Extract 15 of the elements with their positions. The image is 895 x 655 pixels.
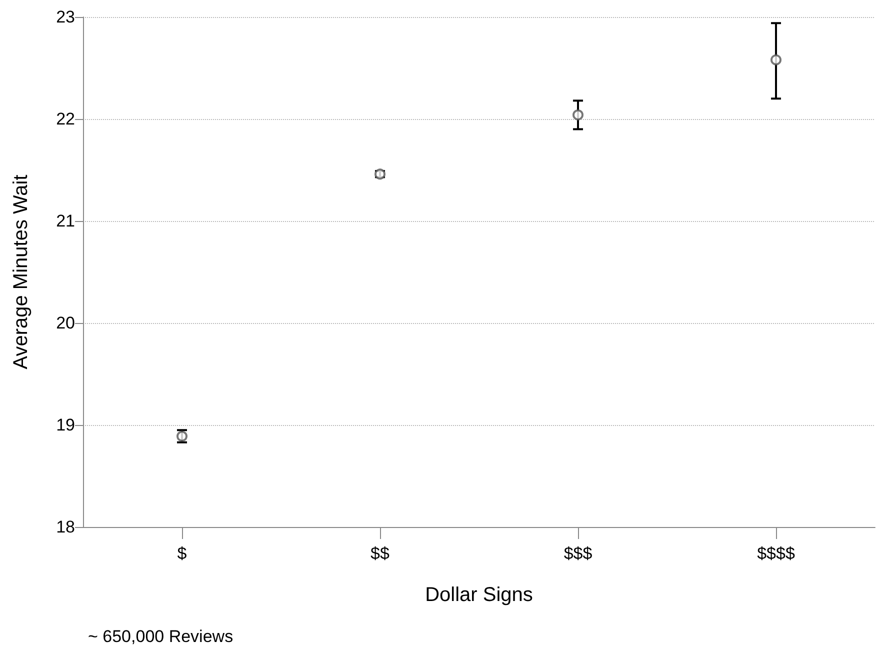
text: ~ 650,000 Reviews	[88, 627, 234, 646]
y-tick-label: 19	[56, 416, 75, 434]
x-tick-label: $$	[370, 544, 390, 563]
y-tick-label: 20	[56, 314, 75, 332]
x-tick-label: $$$$	[757, 544, 796, 563]
point	[572, 109, 584, 120]
y-tick-label: 18	[56, 518, 75, 536]
x-axis-title: Dollar Signs	[425, 584, 533, 606]
y-tick-label: 23	[56, 8, 75, 26]
y-axis-title: Average Minutes Wait	[10, 174, 32, 370]
y-tick-label: 22	[56, 110, 75, 128]
y-tick-label: 21	[56, 212, 75, 230]
point	[770, 54, 782, 66]
x-tick-label: $$$	[564, 544, 593, 563]
x-tick-label: $	[177, 544, 188, 563]
